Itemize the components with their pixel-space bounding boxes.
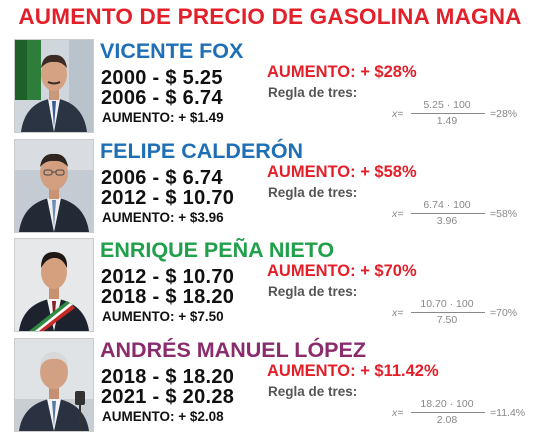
portrait-photo — [14, 338, 94, 432]
formula: x= 10.70 · 100 7.50 =70% — [392, 298, 540, 328]
price-end: 2006 - $ 6.74 — [101, 87, 223, 109]
formula: x= 6.74 · 100 3.96 =58% — [392, 199, 540, 229]
row-felipe-calderon: FELIPE CALDERÓN 2006 - $ 6.74 2012 - $ 1… — [0, 139, 540, 239]
percent-increase: AUMENTO: + $70% — [267, 262, 417, 280]
rule-of-three-label: Regla de tres: — [268, 284, 358, 299]
formula-result: =70% — [490, 307, 518, 319]
rule-of-three-label: Regla de tres: — [268, 384, 358, 399]
fraction-bar — [411, 412, 485, 413]
price-increase: AUMENTO: + $7.50 — [102, 309, 224, 324]
formula-x: x= — [392, 108, 404, 120]
president-name: ENRIQUE PEÑA NIETO — [100, 238, 335, 262]
price-end: 2012 - $ 10.70 — [101, 187, 235, 209]
percent-increase: AUMENTO: + $28% — [267, 63, 417, 81]
formula-denominator: 2.08 — [436, 414, 458, 426]
formula-numerator: 10.70 · 100 — [420, 298, 474, 310]
fraction-bar — [411, 213, 485, 214]
portrait-photo — [14, 238, 94, 332]
price-start: 2012 - $ 10.70 — [101, 266, 235, 288]
formula-result: =11.4% — [490, 407, 526, 419]
formula-result: =28% — [490, 108, 518, 120]
president-name: FELIPE CALDERÓN — [100, 139, 304, 163]
row-vicente-fox: VICENTE FOX 2000 - $ 5.25 2006 - $ 6.74 … — [0, 39, 540, 139]
price-start: 2006 - $ 6.74 — [101, 167, 223, 189]
formula-numerator: 5.25 · 100 — [423, 99, 471, 111]
formula-x: x= — [392, 307, 404, 319]
percent-increase: AUMENTO: + $11.42% — [267, 362, 439, 380]
portrait-photo — [14, 139, 94, 233]
row-enrique-pena-nieto: ENRIQUE PEÑA NIETO 2012 - $ 10.70 2018 -… — [0, 238, 540, 338]
formula-denominator: 1.49 — [436, 115, 458, 127]
president-name: ANDRÉS MANUEL LÓPEZ — [100, 338, 366, 362]
rule-of-three-label: Regla de tres: — [268, 85, 358, 100]
formula-denominator: 3.96 — [436, 215, 458, 227]
price-start: 2018 - $ 18.20 — [101, 366, 235, 388]
rule-of-three-label: Regla de tres: — [268, 185, 358, 200]
price-end: 2021 - $ 20.28 — [101, 386, 235, 408]
price-increase: AUMENTO: + $1.49 — [102, 110, 224, 125]
fraction-bar — [411, 113, 485, 114]
formula-result: =58% — [490, 208, 518, 220]
formula-denominator: 7.50 — [436, 314, 458, 326]
page-title: AUMENTO DE PRECIO DE GASOLINA MAGNA — [18, 4, 522, 29]
formula: x= 5.25 · 100 1.49 =28% — [392, 99, 540, 129]
price-start: 2000 - $ 5.25 — [101, 67, 223, 89]
portrait-photo — [14, 39, 94, 133]
price-increase: AUMENTO: + $2.08 — [102, 409, 224, 424]
president-name: VICENTE FOX — [100, 39, 244, 63]
formula-numerator: 18.20 · 100 — [420, 398, 474, 410]
price-end: 2018 - $ 18.20 — [101, 286, 235, 308]
row-andres-manuel-lopez: ANDRÉS MANUEL LÓPEZ 2018 - $ 18.20 2021 … — [0, 338, 540, 438]
formula-x: x= — [392, 208, 404, 220]
fraction-bar — [411, 312, 485, 313]
formula: x= 18.20 · 100 2.08 =11.4% — [392, 398, 540, 428]
price-increase: AUMENTO: + $3.96 — [102, 210, 224, 225]
formula-numerator: 6.74 · 100 — [423, 199, 471, 211]
formula-x: x= — [392, 407, 404, 419]
percent-increase: AUMENTO: + $58% — [267, 163, 417, 181]
